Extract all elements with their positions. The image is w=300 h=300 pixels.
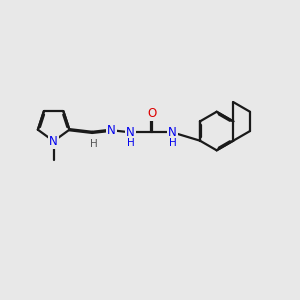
Text: N: N bbox=[107, 124, 116, 137]
Text: N: N bbox=[126, 126, 135, 139]
Text: N: N bbox=[168, 126, 177, 139]
Text: H: H bbox=[90, 139, 98, 148]
Text: O: O bbox=[147, 106, 156, 120]
Text: N: N bbox=[49, 135, 58, 148]
Text: H: H bbox=[127, 137, 135, 148]
Text: H: H bbox=[169, 137, 176, 148]
